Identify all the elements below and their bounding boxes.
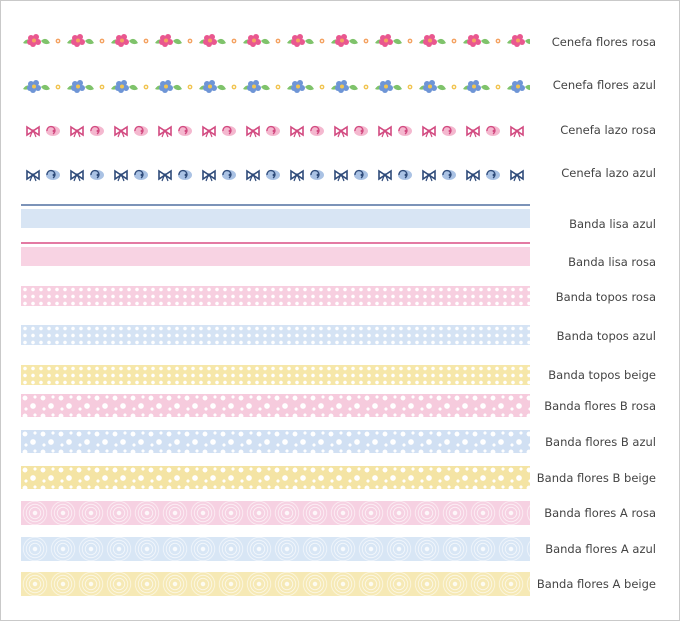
bow-motif-icon bbox=[197, 166, 241, 184]
label-border-flowers-blue: Cenefa flores azul bbox=[552, 78, 656, 92]
bow-motif-icon bbox=[505, 166, 530, 184]
flower-motif-icon bbox=[197, 32, 241, 50]
bow-motif-icon bbox=[21, 122, 65, 140]
band-solid-pink[interactable] bbox=[21, 247, 530, 266]
label-border-flowers-pink: Cenefa flores rosa bbox=[551, 35, 656, 49]
band-small-flowers-blue[interactable] bbox=[21, 430, 530, 453]
flower-motif-icon bbox=[285, 32, 329, 50]
flower-motif-icon bbox=[21, 78, 65, 96]
flower-motif-icon bbox=[417, 32, 461, 50]
flower-motif-icon bbox=[461, 32, 505, 50]
label-band-lace-blue: Banda flores A azul bbox=[545, 542, 656, 556]
flower-motif-icon bbox=[109, 32, 153, 50]
flower-motif-icon bbox=[505, 32, 530, 50]
flower-motif-icon bbox=[153, 78, 197, 96]
label-band-lace-pink: Banda flores A rosa bbox=[544, 506, 656, 520]
flower-motif-icon bbox=[329, 32, 373, 50]
flower-motif-icon bbox=[505, 78, 530, 96]
border-flowers-blue[interactable] bbox=[21, 78, 530, 96]
label-band-small-flowers-pink: Banda flores B rosa bbox=[544, 399, 656, 413]
bow-motif-icon bbox=[329, 122, 373, 140]
label-border-bows-blue: Cenefa lazo azul bbox=[561, 166, 656, 180]
bow-motif-icon bbox=[153, 122, 197, 140]
band-dots-beige[interactable] bbox=[21, 365, 530, 385]
bow-motif-icon bbox=[241, 122, 285, 140]
label-band-dots-beige: Banda topos beige bbox=[548, 368, 656, 382]
bow-motif-icon bbox=[373, 122, 417, 140]
bow-motif-icon bbox=[329, 166, 373, 184]
border-bows-blue[interactable] bbox=[21, 166, 530, 184]
bow-motif-icon bbox=[21, 166, 65, 184]
band-small-flowers-beige[interactable] bbox=[21, 466, 530, 489]
band-lace-pink[interactable] bbox=[21, 501, 530, 525]
label-band-dots-pink: Banda topos rosa bbox=[555, 290, 656, 304]
bow-motif-icon bbox=[285, 122, 329, 140]
bow-motif-icon bbox=[197, 122, 241, 140]
band-solid-blue[interactable] bbox=[21, 209, 530, 228]
band-dots-pink[interactable] bbox=[21, 286, 530, 306]
flower-motif-icon bbox=[241, 78, 285, 96]
flower-motif-icon bbox=[461, 78, 505, 96]
bow-motif-icon bbox=[109, 166, 153, 184]
bow-motif-icon bbox=[65, 122, 109, 140]
bow-motif-icon bbox=[417, 166, 461, 184]
label-band-small-flowers-blue: Banda flores B azul bbox=[545, 435, 656, 449]
label-band-solid-blue: Banda lisa azul bbox=[569, 217, 656, 231]
label-border-bows-pink: Cenefa lazo rosa bbox=[560, 123, 656, 137]
flower-motif-icon bbox=[109, 78, 153, 96]
bow-motif-icon bbox=[109, 122, 153, 140]
band-solid-pink-topline bbox=[21, 242, 530, 244]
label-band-dots-blue: Banda topos azul bbox=[556, 329, 656, 343]
bow-motif-icon bbox=[461, 122, 505, 140]
border-flowers-pink[interactable] bbox=[21, 32, 530, 50]
flower-motif-icon bbox=[153, 32, 197, 50]
bow-motif-icon bbox=[505, 122, 530, 140]
bow-motif-icon bbox=[417, 122, 461, 140]
border-bows-pink[interactable] bbox=[21, 122, 530, 140]
flower-motif-icon bbox=[285, 78, 329, 96]
bow-motif-icon bbox=[65, 166, 109, 184]
flower-motif-icon bbox=[65, 78, 109, 96]
flower-motif-icon bbox=[197, 78, 241, 96]
flower-motif-icon bbox=[373, 32, 417, 50]
flower-motif-icon bbox=[21, 32, 65, 50]
band-lace-blue[interactable] bbox=[21, 537, 530, 561]
band-lace-beige[interactable] bbox=[21, 572, 530, 596]
band-solid-blue-topline bbox=[21, 204, 530, 206]
flower-motif-icon bbox=[373, 78, 417, 96]
band-dots-blue[interactable] bbox=[21, 325, 530, 345]
bow-motif-icon bbox=[241, 166, 285, 184]
label-band-small-flowers-beige: Banda flores B beige bbox=[536, 471, 656, 485]
bow-motif-icon bbox=[285, 166, 329, 184]
label-band-solid-pink: Banda lisa rosa bbox=[568, 255, 656, 269]
bow-motif-icon bbox=[373, 166, 417, 184]
bow-motif-icon bbox=[153, 166, 197, 184]
flower-motif-icon bbox=[417, 78, 461, 96]
flower-motif-icon bbox=[65, 32, 109, 50]
flower-motif-icon bbox=[241, 32, 285, 50]
band-small-flowers-pink[interactable] bbox=[21, 394, 530, 417]
flower-motif-icon bbox=[329, 78, 373, 96]
bow-motif-icon bbox=[461, 166, 505, 184]
label-band-lace-beige: Banda flores A beige bbox=[536, 577, 656, 591]
